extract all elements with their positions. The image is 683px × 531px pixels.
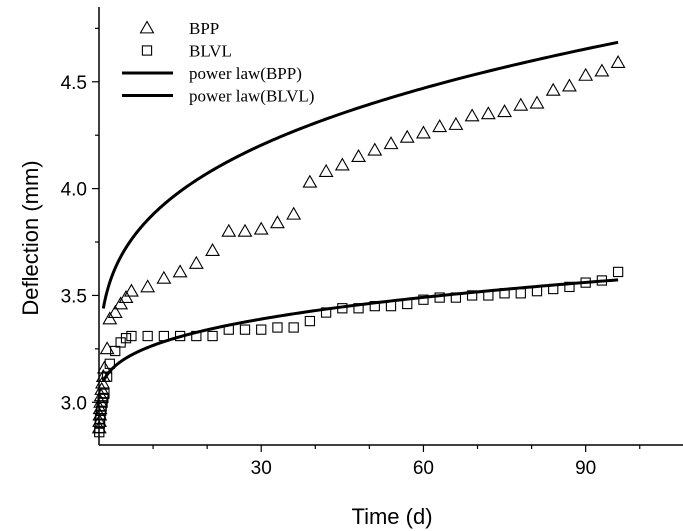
bpp-point <box>464 108 480 122</box>
bpp-point <box>286 206 302 220</box>
blvl-point <box>272 322 283 333</box>
bpp-point <box>513 97 529 111</box>
blvl-point <box>101 371 113 382</box>
legend-label: power law(BPP) <box>189 64 302 83</box>
blvl-point <box>531 286 543 297</box>
bpp-point <box>594 63 610 77</box>
bpp-point <box>221 223 237 237</box>
blvl-point <box>434 292 445 303</box>
bpp-point <box>561 78 577 92</box>
bpp-point <box>253 221 269 235</box>
blvl-point <box>320 307 332 318</box>
axes <box>98 7 683 446</box>
y-tick-label: 3.0 <box>61 393 87 414</box>
bpp-point <box>140 279 156 293</box>
bpp-point <box>237 223 253 237</box>
blvl-point <box>402 298 413 310</box>
legend-label: BLVL <box>189 42 232 61</box>
legend: BPP BLVL power law(BPP) power law(BLVL) <box>122 19 314 106</box>
fit-line-blvl <box>101 278 619 382</box>
bpp-point <box>172 264 188 278</box>
blvl-point <box>466 290 478 301</box>
bpp-point <box>188 255 204 269</box>
legend-blvl-marker <box>141 45 153 56</box>
bpp-point <box>123 283 139 297</box>
blvl-point <box>304 315 316 327</box>
bpp-point <box>545 82 561 96</box>
y-tick-label: 4.0 <box>61 180 87 201</box>
blvl-point <box>207 330 218 342</box>
bpp-point <box>415 125 431 139</box>
blvl-point <box>612 266 624 278</box>
bpp-point <box>578 67 594 81</box>
bpp-point <box>302 174 318 188</box>
blvl-point <box>483 290 494 301</box>
blvl-point <box>548 283 559 295</box>
bpp-point <box>205 242 221 256</box>
y-axis-title: Deflection (mm) <box>18 160 43 315</box>
blvl-point <box>256 324 267 335</box>
blvl-point <box>369 300 380 312</box>
bpp-point <box>92 413 107 427</box>
blvl-point <box>596 275 608 286</box>
bpp-point <box>383 136 399 150</box>
bpp-point <box>334 157 350 171</box>
bpp-point <box>95 375 110 389</box>
bpp-point <box>497 104 513 118</box>
legend-bpp-marker <box>139 20 155 34</box>
bpp-point <box>156 270 172 284</box>
blvl-point <box>158 330 170 342</box>
bpp-point <box>102 311 118 325</box>
bpp-point <box>480 106 496 120</box>
blvl-point <box>353 303 364 314</box>
y-tick-label: 4.5 <box>61 73 87 94</box>
blvl-point <box>223 324 234 335</box>
bpp-point <box>529 95 545 109</box>
bpp-point <box>99 341 115 355</box>
blvl-point <box>174 330 186 342</box>
blvl-point <box>499 288 510 299</box>
bpp-point <box>269 215 285 229</box>
x-tick-label: 90 <box>575 458 596 479</box>
x-tick-label: 60 <box>413 458 434 479</box>
blvl-point <box>99 388 110 399</box>
bpp-point <box>351 148 367 162</box>
blvl-point <box>142 330 153 342</box>
bpp-point <box>367 142 383 156</box>
blvl-point <box>450 292 462 303</box>
x-tick-label: 30 <box>251 458 272 479</box>
bpp-point <box>318 163 334 177</box>
blvl-point <box>418 294 429 305</box>
bpp-point <box>113 296 129 310</box>
blvl-point <box>126 330 137 342</box>
blvl-point <box>110 345 121 357</box>
legend-label: BPP <box>189 19 219 38</box>
fit-line-bpp <box>101 40 619 309</box>
data-markers <box>91 54 626 438</box>
bpp-point <box>96 360 112 374</box>
bpp-point <box>610 54 626 68</box>
bpp-point <box>93 388 109 402</box>
bpp-point <box>107 304 123 318</box>
blvl-point <box>515 288 526 299</box>
bpp-point <box>399 129 415 143</box>
bpp-point <box>448 116 464 130</box>
blvl-point <box>337 303 348 314</box>
ticks: 30 60 90 3.0 3.5 4.0 4.5 <box>61 27 641 479</box>
blvl-point <box>385 300 397 312</box>
blvl-point <box>288 322 299 333</box>
blvl-point <box>239 324 251 335</box>
legend-label: power law(BLVL) <box>189 87 314 106</box>
blvl-point <box>580 277 591 288</box>
blvl-point <box>191 330 202 342</box>
y-tick-label: 3.5 <box>61 286 87 307</box>
blvl-point <box>104 358 115 369</box>
blvl-point <box>120 333 132 344</box>
fit-lines <box>101 40 619 382</box>
x-axis-title: Time (d) <box>351 504 432 529</box>
bpp-point <box>118 289 134 304</box>
blvl-point <box>564 281 575 293</box>
bpp-point <box>432 119 448 133</box>
